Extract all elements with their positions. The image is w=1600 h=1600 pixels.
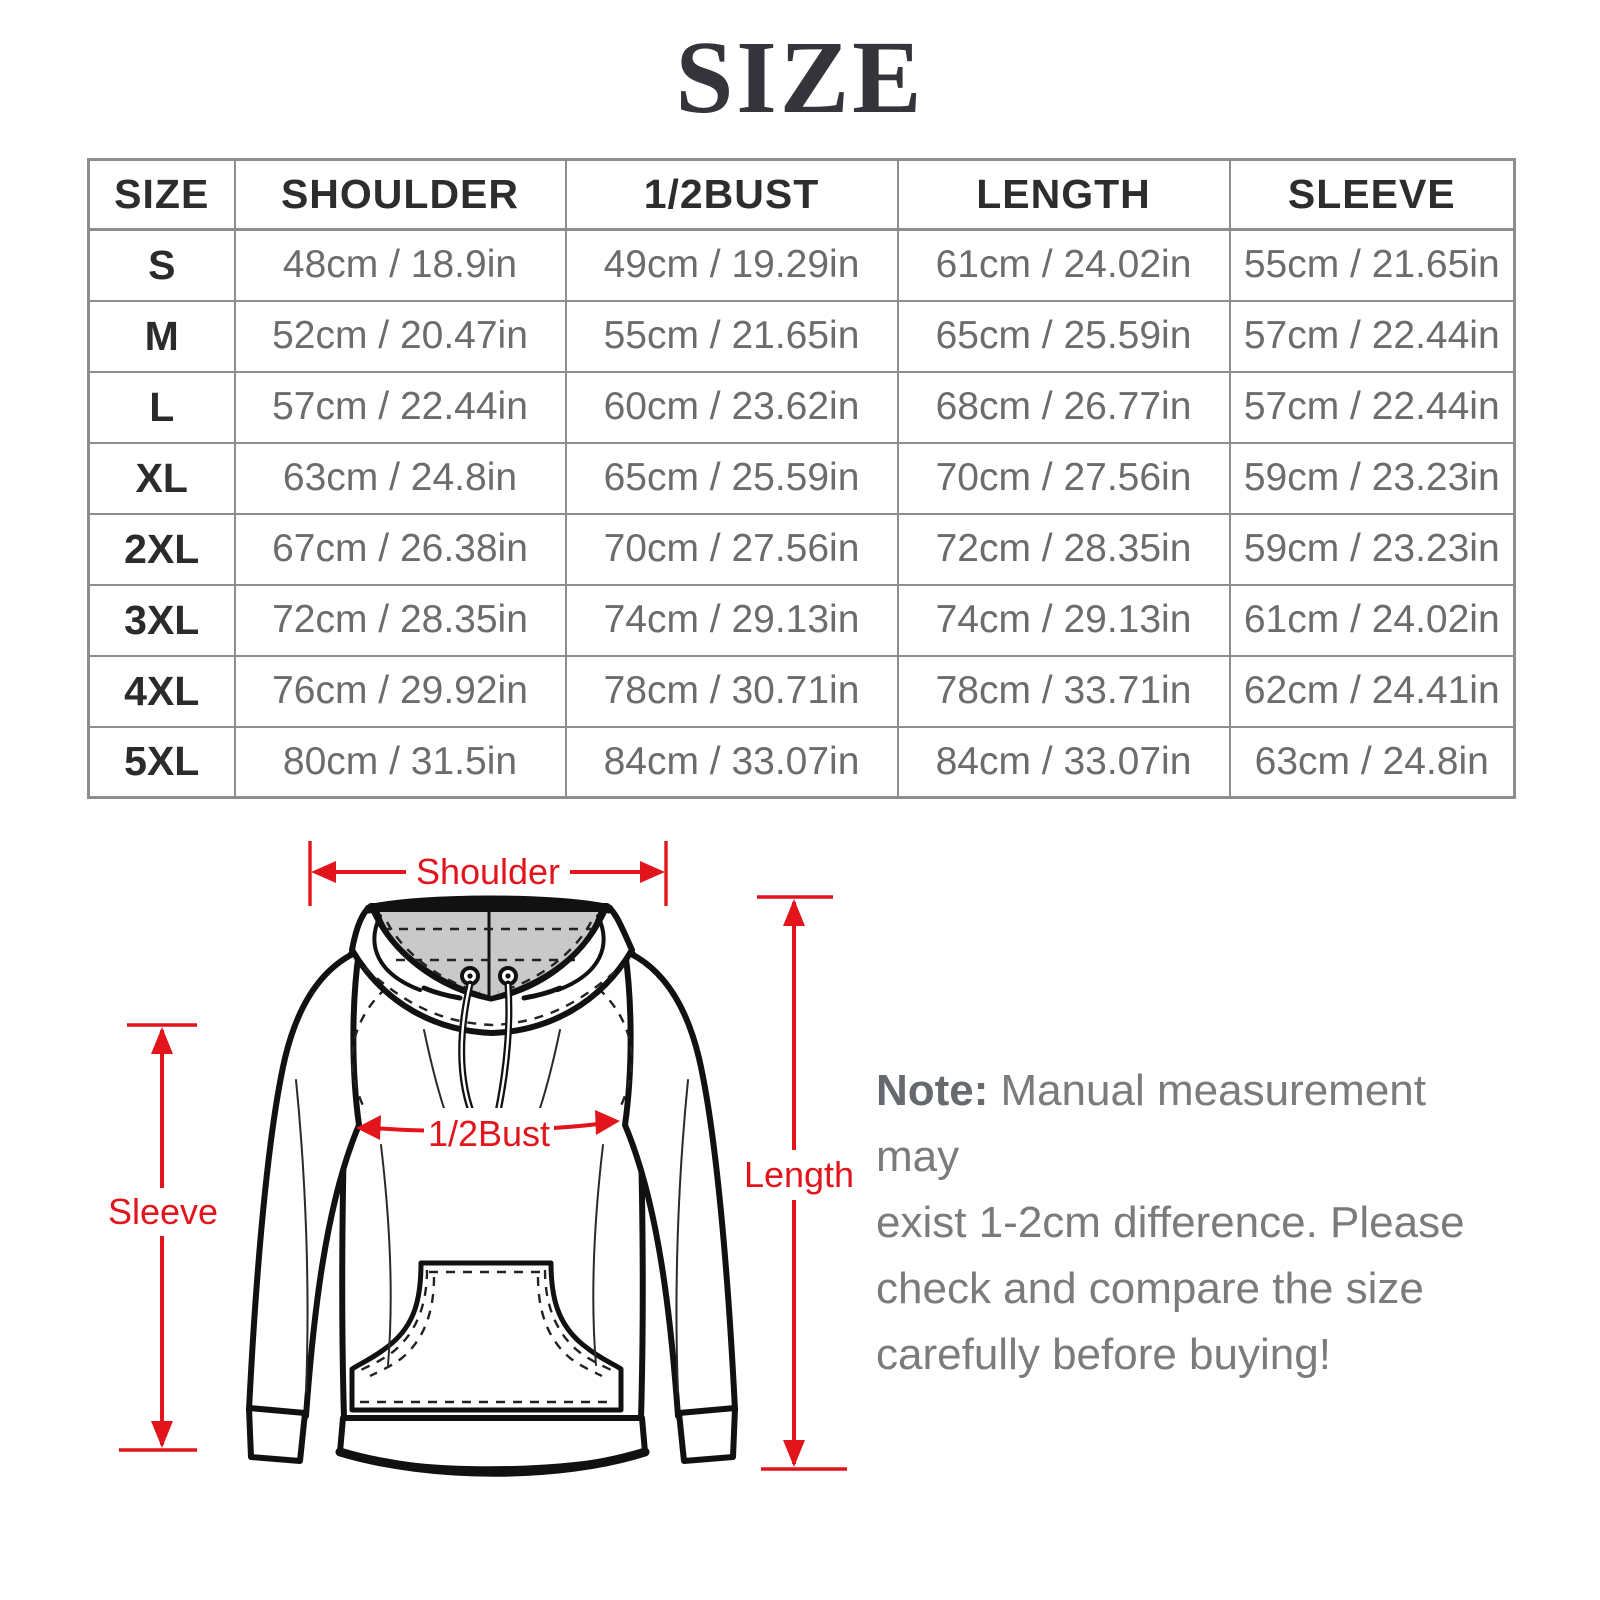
row-label: S [87,228,236,302]
row-label: 5XL [87,725,236,799]
sleeve-measure-arrow: Sleeve [100,1023,228,1452]
table-row: L 57cm / 22.44in 60cm / 23.62in 68cm / 2… [87,370,1516,444]
hoodie-pocket [349,1260,624,1413]
hoodie-drawing [246,895,738,1477]
table-cell: 74cm / 29.13in [564,583,899,657]
table-cell: 67cm / 26.38in [233,512,567,586]
table-cell: 61cm / 24.02in [1228,583,1516,657]
hoodie-measurement-diagram: Shoulder Sleeve Length 1/2Bust [100,841,867,1477]
table-row: XL 63cm / 24.8in 65cm / 25.59in 70cm / 2… [87,441,1516,515]
table-cell: 60cm / 23.62in [564,370,899,444]
table-cell: 49cm / 19.29in [564,228,899,302]
table-cell: 70cm / 27.56in [564,512,899,586]
table-cell: 57cm / 22.44in [1228,299,1516,373]
table-cell: 78cm / 33.71in [896,654,1231,728]
length-measure-arrow: Length [731,895,867,1471]
table-cell: 59cm / 23.23in [1228,512,1516,586]
table-row: M 52cm / 20.47in 55cm / 21.65in 65cm / 2… [87,299,1516,373]
note-line: check and compare the size [876,1264,1424,1313]
table-cell: 61cm / 24.02in [896,228,1231,302]
table-cell: 65cm / 25.59in [896,299,1231,373]
note-line: exist 1-2cm difference. Please [876,1198,1465,1247]
col-header-size: SIZE [87,158,236,231]
half-bust-measure-arrow: 1/2Bust [356,1108,620,1156]
col-header-sleeve: SLEEVE [1228,158,1516,231]
row-label: XL [87,441,236,515]
row-label: 2XL [87,512,236,586]
table-cell: 80cm / 31.5in [233,725,567,799]
table-cell: 72cm / 28.35in [896,512,1231,586]
table-cell: 63cm / 24.8in [233,441,567,515]
hoodie-left-cuff [246,1405,308,1464]
table-cell: 76cm / 29.92in [233,654,567,728]
row-label: L [87,370,236,444]
page-title: SIZE [675,20,925,135]
note-line: carefully before buying! [876,1330,1331,1379]
table-cell: 70cm / 27.56in [896,441,1231,515]
col-header-bust: 1/2BUST [564,158,899,231]
table-cell: 84cm / 33.07in [564,725,899,799]
half-bust-label: 1/2Bust [428,1113,550,1154]
table-cell: 59cm / 23.23in [1228,441,1516,515]
shoulder-measure-arrow: Shoulder [308,841,668,906]
hoodie-right-cuff [676,1405,738,1464]
row-label: 3XL [87,583,236,657]
col-header-shoulder: SHOULDER [233,158,567,231]
table-cell: 84cm / 33.07in [896,725,1231,799]
table-cell: 48cm / 18.9in [233,228,567,302]
note-line: Note: Manual measurement may [876,1066,1426,1181]
table-header-row: SIZE SHOULDER 1/2BUST LENGTH SLEEVE [87,158,1516,231]
sleeve-label: Sleeve [108,1191,218,1232]
table-row: 5XL 80cm / 31.5in 84cm / 33.07in 84cm / … [87,725,1516,799]
table-cell: 52cm / 20.47in [233,299,567,373]
table-row: 4XL 76cm / 29.92in 78cm / 30.71in 78cm /… [87,654,1516,728]
table-cell: 78cm / 30.71in [564,654,899,728]
measurement-note: Note: Manual measurement may exist 1-2cm … [876,1058,1496,1388]
table-cell: 72cm / 28.35in [233,583,567,657]
table-cell: 57cm / 22.44in [1228,370,1516,444]
table-cell: 68cm / 26.77in [896,370,1231,444]
table-cell: 65cm / 25.59in [564,441,899,515]
table-cell: 74cm / 29.13in [896,583,1231,657]
table-cell: 55cm / 21.65in [564,299,899,373]
col-header-length: LENGTH [896,158,1231,231]
row-label: M [87,299,236,373]
length-label: Length [744,1154,854,1195]
table-cell: 62cm / 24.41in [1228,654,1516,728]
size-table: SIZE SHOULDER 1/2BUST LENGTH SLEEVE S 48… [87,158,1516,799]
note-prefix: Note: [876,1066,989,1115]
shoulder-label: Shoulder [416,851,560,892]
table-row: S 48cm / 18.9in 49cm / 19.29in 61cm / 24… [87,228,1516,302]
table-row: 2XL 67cm / 26.38in 70cm / 27.56in 72cm /… [87,512,1516,586]
table-cell: 55cm / 21.65in [1228,228,1516,302]
table-cell: 63cm / 24.8in [1228,725,1516,799]
table-cell: 57cm / 22.44in [233,370,567,444]
row-label: 4XL [87,654,236,728]
table-row: 3XL 72cm / 28.35in 74cm / 29.13in 74cm /… [87,583,1516,657]
